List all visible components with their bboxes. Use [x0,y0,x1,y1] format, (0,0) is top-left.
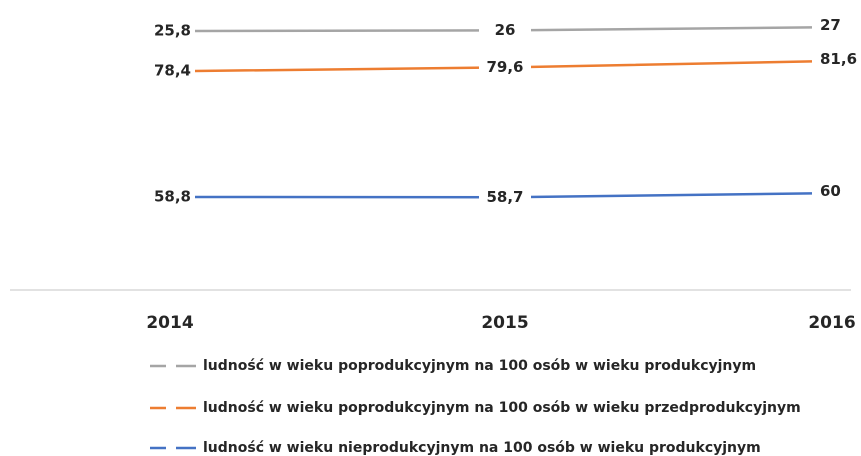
data-label: 25,8 [154,22,191,40]
data-label: 27 [820,16,841,34]
data-label: 79,6 [486,58,523,76]
label-background [479,57,531,78]
x-tick-label: 2015 [481,313,528,333]
legend-label: ludność w wieku poprodukcyjnym na 100 os… [203,358,756,374]
data-label: 78,4 [154,62,191,80]
data-label: 26 [495,21,516,39]
data-label: 58,8 [154,188,191,206]
data-label: 81,6 [820,50,857,68]
x-tick-label: 2016 [808,313,855,333]
data-label: 60 [820,182,841,200]
x-tick-label: 2014 [146,313,193,333]
data-label: 58,7 [486,188,523,206]
label-background [479,187,531,208]
legend-label: ludność w wieku poprodukcyjnym na 100 os… [203,400,801,416]
label-background [479,20,531,41]
legend-label: ludność w wieku nieprodukcyjnym na 100 o… [203,440,761,456]
